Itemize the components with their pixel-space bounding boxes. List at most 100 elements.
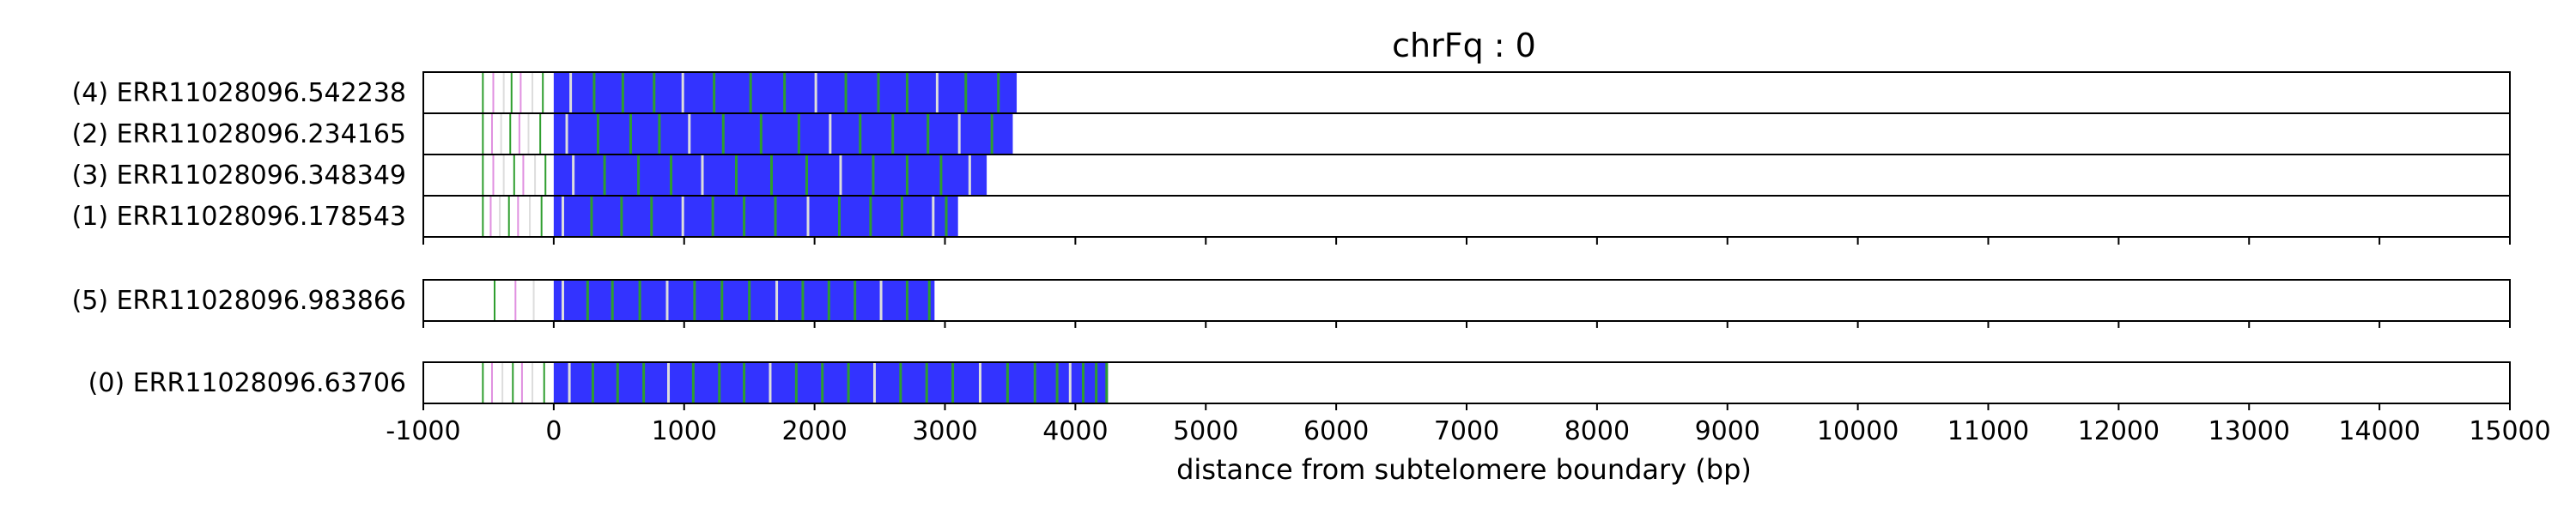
variant-stripe <box>569 73 573 112</box>
variant-stripe <box>879 281 883 320</box>
x-axis-label: distance from subtelomere boundary (bp) <box>1176 453 1752 486</box>
variant-mark <box>482 155 484 195</box>
variant-stripe <box>650 197 653 236</box>
variant-stripe <box>637 155 641 195</box>
variant-stripe <box>561 197 564 236</box>
variant-stripe <box>859 114 862 154</box>
read-label: (5) ERR11028096.983866 <box>72 286 406 316</box>
variant-stripe <box>827 281 830 320</box>
variant-stripe <box>968 155 971 195</box>
variant-stripe <box>775 281 779 320</box>
variant-stripe <box>681 73 684 112</box>
read-label: (4) ERR11028096.542238 <box>72 78 406 108</box>
variant-stripe <box>869 197 872 236</box>
variant-stripe <box>801 281 805 320</box>
variant-mark <box>513 155 515 195</box>
variant-stripe <box>932 197 935 236</box>
variant-stripe <box>749 73 752 112</box>
variant-stripe <box>997 73 1000 112</box>
variant-mark <box>532 73 534 112</box>
variant-mark <box>514 281 517 320</box>
variant-stripe <box>658 114 661 154</box>
variant-stripe <box>596 114 599 154</box>
variant-stripe <box>925 363 928 403</box>
read-panel: (5) ERR11028096.983866 <box>72 279 2511 322</box>
variant-stripe <box>720 281 724 320</box>
variant-stripe <box>561 281 564 320</box>
variant-stripe <box>638 281 641 320</box>
variant-mark <box>499 197 501 236</box>
variant-stripe <box>905 73 908 112</box>
variant-mark <box>489 197 492 236</box>
variant-stripe <box>872 155 875 195</box>
variant-stripe <box>721 114 725 154</box>
variant-mark <box>519 73 522 112</box>
variant-mark <box>543 363 545 403</box>
variant-stripe <box>872 363 876 403</box>
variant-stripe <box>590 197 593 236</box>
variant-mark <box>518 114 520 154</box>
read-panels: (4) ERR11028096.542238 (2) ERR11028096.23… <box>72 71 2511 404</box>
repeat-block <box>553 114 1013 154</box>
variant-mark <box>482 73 484 112</box>
x-tick-label: 0 <box>545 416 562 446</box>
variant-stripe <box>783 73 787 112</box>
x-tick-label: 11000 <box>1947 416 2029 446</box>
x-tick-label: -1000 <box>386 416 460 446</box>
variant-stripe <box>691 363 695 403</box>
variant-mark <box>500 114 502 154</box>
variant-stripe <box>891 114 895 154</box>
variant-stripe <box>927 281 931 320</box>
variant-stripe <box>837 197 841 236</box>
variant-stripe <box>743 363 746 403</box>
variant-stripe <box>1105 363 1109 403</box>
variant-mark <box>494 281 496 320</box>
variant-stripe <box>1055 363 1059 403</box>
variant-stripe <box>829 114 832 154</box>
read-label: (0) ERR11028096.63706 <box>88 368 406 398</box>
variant-stripe <box>939 155 943 195</box>
variant-mark <box>482 197 484 236</box>
variant-mark <box>510 73 513 112</box>
read-panel: (4) ERR11028096.542238 (2) ERR11028096.23… <box>72 71 2511 238</box>
variant-mark <box>520 363 523 403</box>
x-tick-label: 4000 <box>1042 416 1108 446</box>
variant-mark <box>502 155 505 195</box>
x-tick-label: 9000 <box>1695 416 1760 446</box>
variant-stripe <box>1095 363 1098 403</box>
x-tick-label: 2000 <box>781 416 847 446</box>
variant-stripe <box>814 73 817 112</box>
x-tick-label: 5000 <box>1173 416 1238 446</box>
variant-mark <box>501 363 504 403</box>
variant-stripe <box>935 73 939 112</box>
variant-stripe <box>711 197 714 236</box>
variant-stripe <box>797 114 800 154</box>
x-tick-label: 12000 <box>2078 416 2160 446</box>
variant-stripe <box>854 281 857 320</box>
read-panel: (0) ERR11028096.63706 <box>88 361 2511 404</box>
panel-frame <box>422 71 2511 238</box>
variant-stripe <box>805 155 808 195</box>
variant-mark <box>517 197 519 236</box>
x-tick-label: 13000 <box>2208 416 2290 446</box>
variant-stripe <box>964 73 968 112</box>
variant-stripe <box>844 73 848 112</box>
variant-stripe <box>900 197 903 236</box>
read-row: (4) ERR11028096.542238 <box>72 73 1018 112</box>
variant-stripe <box>642 363 646 403</box>
variant-stripe <box>616 363 619 403</box>
variant-stripe <box>653 73 656 112</box>
variant-stripe <box>688 114 691 154</box>
read-row: (0) ERR11028096.63706 <box>88 363 1109 403</box>
variant-stripe <box>821 363 824 403</box>
read-row: (2) ERR11028096.234165 <box>72 112 2510 154</box>
read-label: (3) ERR11028096.348349 <box>72 161 406 191</box>
variant-stripe <box>734 155 738 195</box>
variant-mark <box>542 73 544 112</box>
variant-stripe <box>990 114 993 154</box>
variant-stripe <box>905 281 908 320</box>
variant-mark <box>490 363 493 403</box>
variant-mark <box>492 155 495 195</box>
variant-mark <box>529 197 532 236</box>
